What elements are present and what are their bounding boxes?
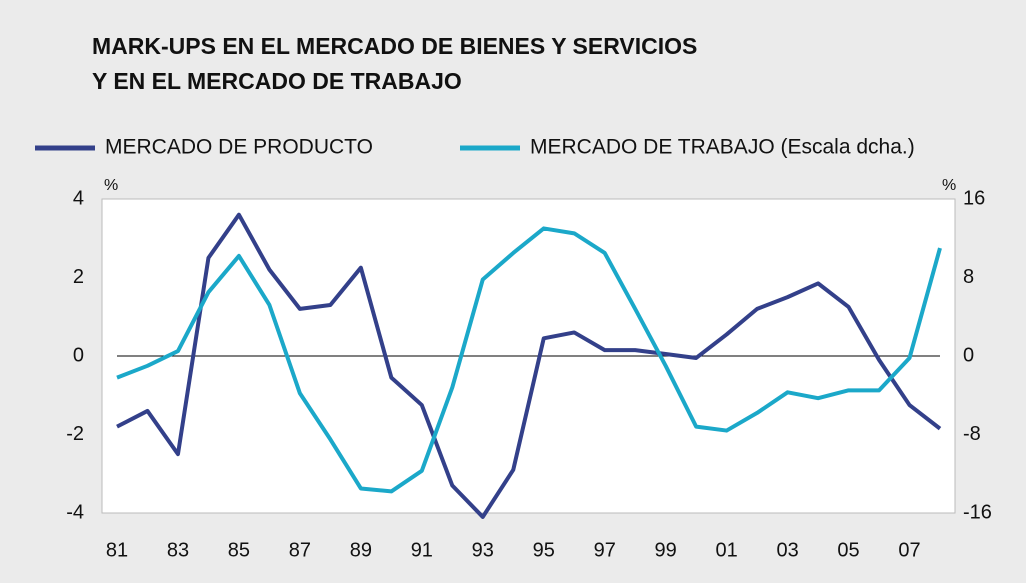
series-line (116, 212, 942, 519)
legend-label: MERCADO DE PRODUCTO (105, 136, 373, 159)
series-line (116, 226, 942, 494)
x-tick-label: 97 (594, 539, 616, 561)
y-tick-label: 2 (73, 266, 84, 288)
x-tick-label: 99 (655, 539, 677, 561)
x-tick-label: 93 (472, 539, 494, 561)
y-tick-label: 0 (73, 344, 84, 366)
y-tick-label: -2 (66, 423, 84, 445)
x-tick-label: 85 (228, 539, 250, 561)
x-tick-label: 81 (106, 539, 128, 561)
y-unit: % (104, 177, 118, 194)
y2-tick-label: -16 (963, 501, 992, 523)
x-tick-label: 83 (167, 539, 189, 561)
x-tick-label: 91 (411, 539, 433, 561)
x-tick-label: 87 (289, 539, 311, 561)
x-tick-label: 89 (350, 539, 372, 561)
chart-title: Y EN EL MERCADO DE TRABAJO (92, 68, 462, 94)
x-tick-label: 07 (898, 539, 920, 561)
y2-tick-label: -8 (963, 423, 981, 445)
y2-unit: % (942, 177, 956, 194)
legend-label: MERCADO DE TRABAJO (Escala dcha.) (530, 136, 915, 159)
y2-tick-label: 8 (963, 266, 974, 288)
x-tick-label: 95 (533, 539, 555, 561)
x-tick-label: 03 (776, 539, 798, 561)
x-tick-label: 05 (837, 539, 859, 561)
x-tick-label: 01 (716, 539, 738, 561)
y-tick-label: -4 (66, 501, 84, 523)
y2-tick-label: 0 (963, 344, 974, 366)
y2-tick-label: 16 (963, 187, 985, 209)
chart-title: MARK-UPS EN EL MERCADO DE BIENES Y SERVI… (92, 33, 697, 59)
y-tick-label: 4 (73, 187, 84, 209)
